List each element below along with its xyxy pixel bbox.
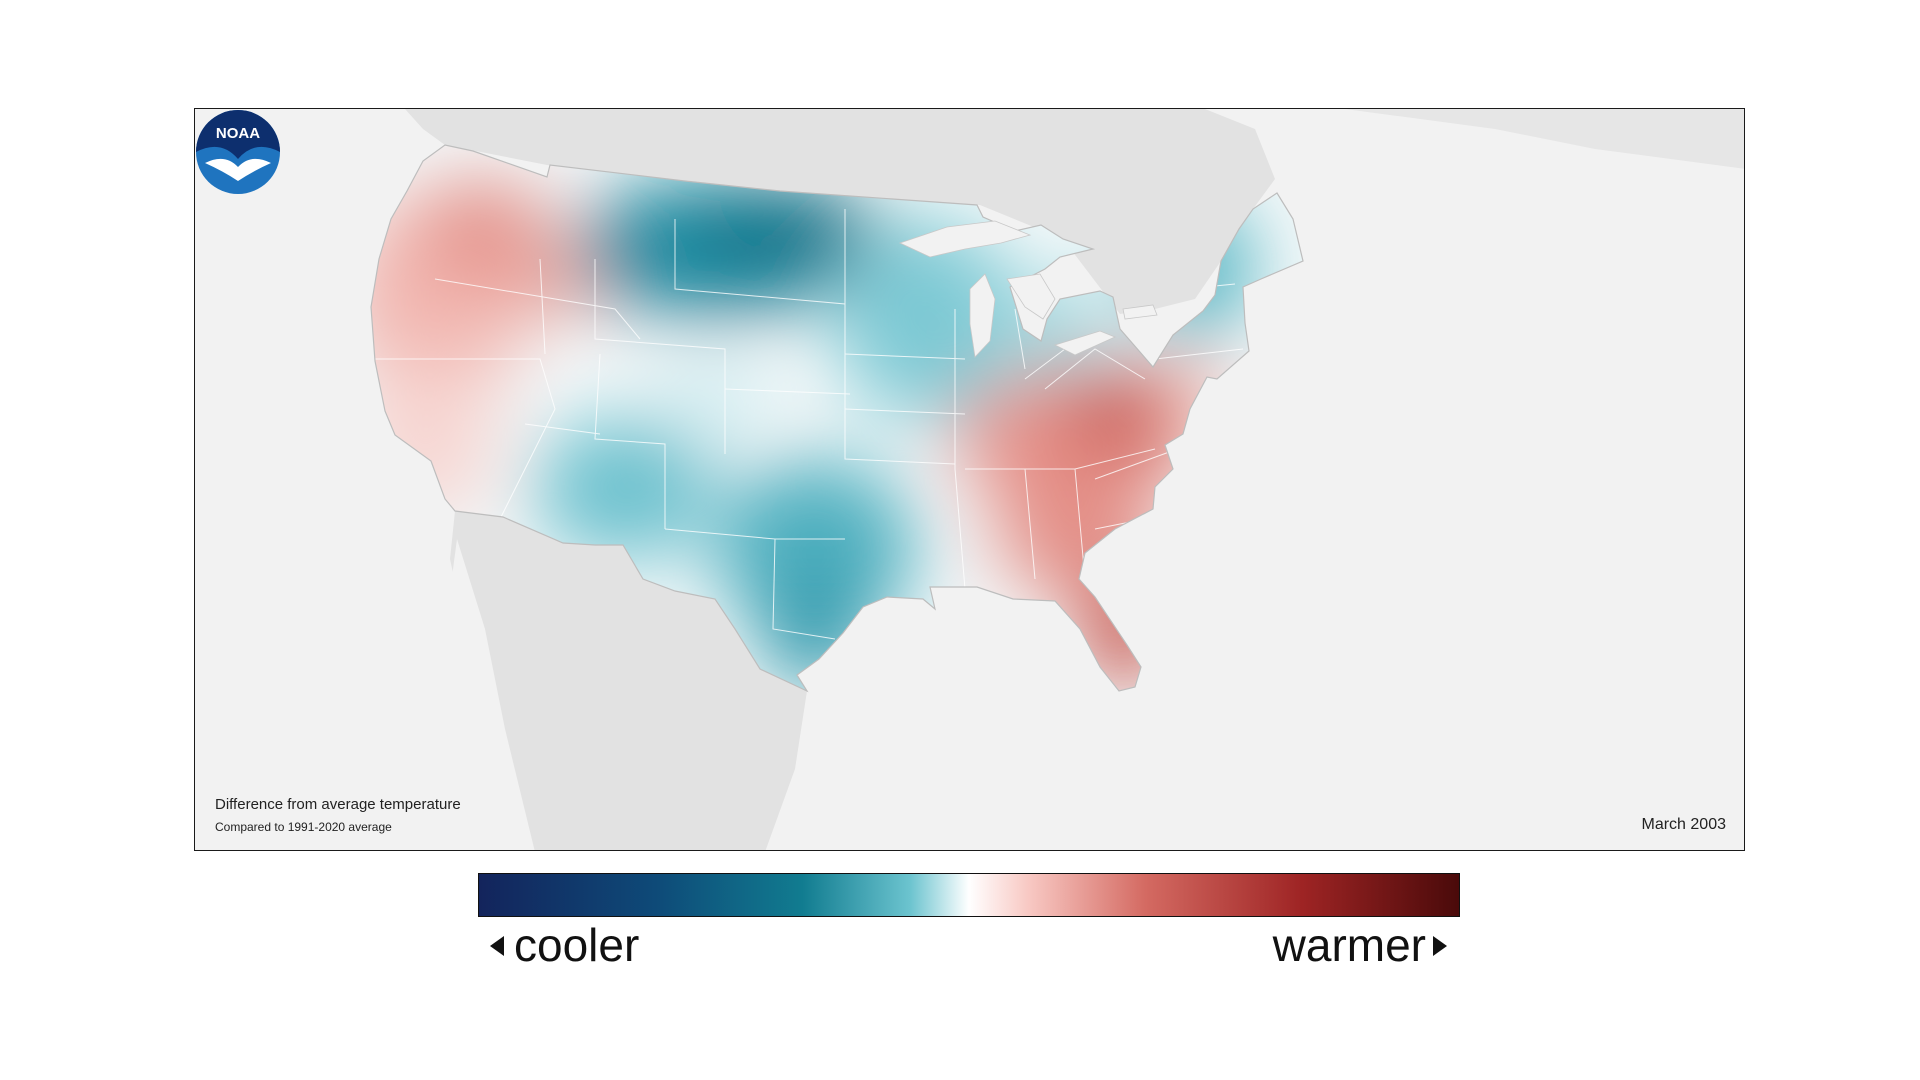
legend-warmer-label: warmer — [1272, 919, 1426, 971]
map-frame: Difference from average temperature Comp… — [194, 108, 1745, 851]
legend-cooler-label: cooler — [514, 919, 640, 971]
map-date: March 2003 — [1641, 816, 1727, 833]
map-caption-title: Difference from average temperature — [215, 796, 461, 813]
us-temperature-map — [195, 109, 1744, 850]
color-scale-bar — [478, 873, 1460, 917]
noaa-logo: NOAA — [196, 110, 280, 194]
arrow-right-icon — [1433, 936, 1447, 956]
noaa-logo-text: NOAA — [216, 125, 260, 142]
arrow-left-icon — [490, 936, 504, 956]
map-caption-subtitle: Compared to 1991-2020 average — [215, 820, 392, 834]
